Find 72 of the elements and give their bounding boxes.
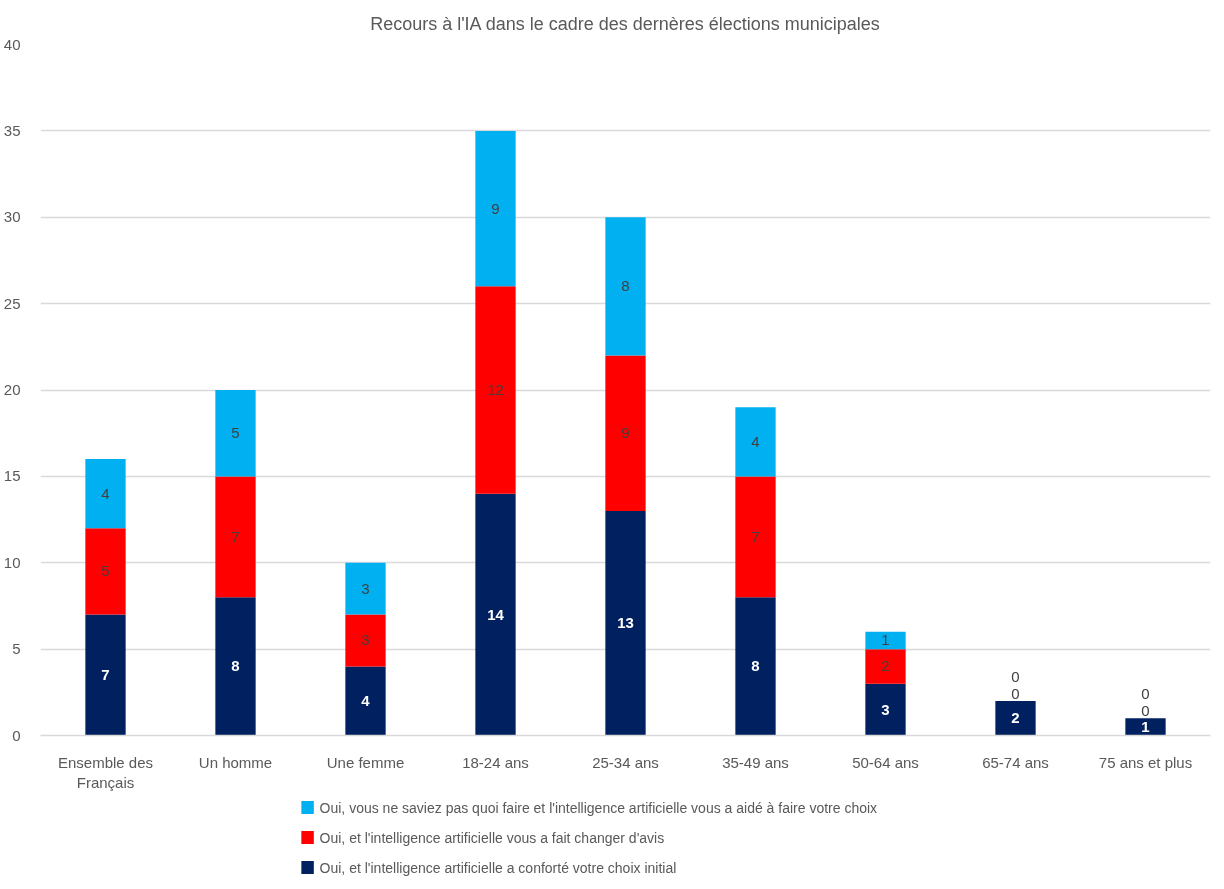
data-label: 0: [1011, 684, 1020, 702]
bar: [345, 562, 386, 615]
bar: [475, 130, 516, 287]
data-label: 3: [361, 579, 370, 597]
legend-label: Oui, et l'intelligence artificielle a conforté votre choix initial: [319, 859, 677, 876]
data-label: 2: [1011, 709, 1020, 727]
data-label: 13: [617, 614, 634, 632]
bar: [215, 597, 256, 736]
data-label: 9: [491, 199, 500, 217]
data-label: 1: [881, 631, 890, 649]
data-label: 0: [1011, 667, 1020, 685]
x-tick-label: Une femme: [326, 753, 405, 771]
bar: [735, 476, 776, 598]
data-label: 8: [231, 657, 240, 675]
bar: [475, 493, 516, 736]
data-label: 3: [361, 631, 370, 649]
data-label: 7: [231, 527, 240, 545]
y-tick-label: 15: [3, 467, 21, 485]
data-label: 9: [621, 424, 630, 442]
bar: [865, 683, 906, 736]
data-label: 1: [1141, 717, 1150, 735]
x-tick-label: 50-64 ans: [852, 753, 919, 771]
data-label: 3: [881, 700, 890, 718]
y-tick-label: 10: [3, 553, 21, 571]
data-label: 8: [751, 657, 760, 675]
bar: [865, 649, 906, 684]
x-tick-label: 35-49 ans: [722, 753, 789, 771]
legend-label: Oui, vous ne saviez pas quoi faire et l'intelligence artificielle vous a aidé à faire votre choix: [319, 799, 878, 816]
data-label: 4: [751, 432, 760, 450]
x-tick-label: 25-34 ans: [592, 753, 659, 771]
x-tick-label: Ensemble des Français: [57, 753, 154, 791]
y-tick-label: 35: [3, 121, 21, 139]
bar: [605, 217, 646, 356]
data-label: 4: [361, 691, 371, 709]
x-tick-label: 18-24 ans: [462, 753, 529, 771]
bar: [215, 476, 256, 598]
bar: [865, 631, 906, 650]
bar: [345, 614, 386, 667]
bar: [85, 614, 126, 736]
bar: [735, 407, 776, 477]
data-label: 8: [621, 277, 630, 295]
data-label: 5: [101, 562, 110, 580]
bar: [215, 390, 256, 477]
bar: [85, 459, 126, 529]
x-tick-label: Un homme: [198, 753, 273, 771]
bar: [85, 528, 126, 615]
y-tick-label: 30: [3, 208, 21, 226]
data-label: 5: [231, 424, 240, 442]
x-tick-label: 65-74 ans: [982, 753, 1049, 771]
data-label: 0: [1141, 702, 1150, 720]
data-label: 2: [881, 657, 890, 675]
data-label: 7: [751, 527, 760, 545]
bar: [995, 700, 1036, 736]
data-label: 4: [101, 484, 110, 502]
data-label: 7: [101, 666, 110, 684]
y-tick-label: 5: [12, 640, 21, 658]
y-tick-label: 0: [12, 726, 21, 744]
bar: [605, 510, 646, 736]
bar: [605, 355, 646, 511]
bar: [345, 666, 386, 736]
bar: [1125, 718, 1166, 736]
x-tick-label: 75 ans et plus: [1098, 753, 1193, 771]
data-label: 0: [1141, 685, 1150, 703]
data-label: 12: [487, 381, 504, 398]
bar: [735, 597, 776, 736]
bar: [475, 286, 516, 494]
data-label: 14: [487, 605, 505, 623]
y-tick-label: 25: [3, 294, 21, 312]
legend-label: Oui, et l'intelligence artificielle vous a fait changer d'avis: [319, 829, 665, 846]
chart-title: Recours à l'IA dans le cadre des dernères élections municipales: [370, 13, 880, 34]
y-tick-label: 40: [3, 35, 21, 53]
y-tick-label: 20: [3, 381, 21, 398]
